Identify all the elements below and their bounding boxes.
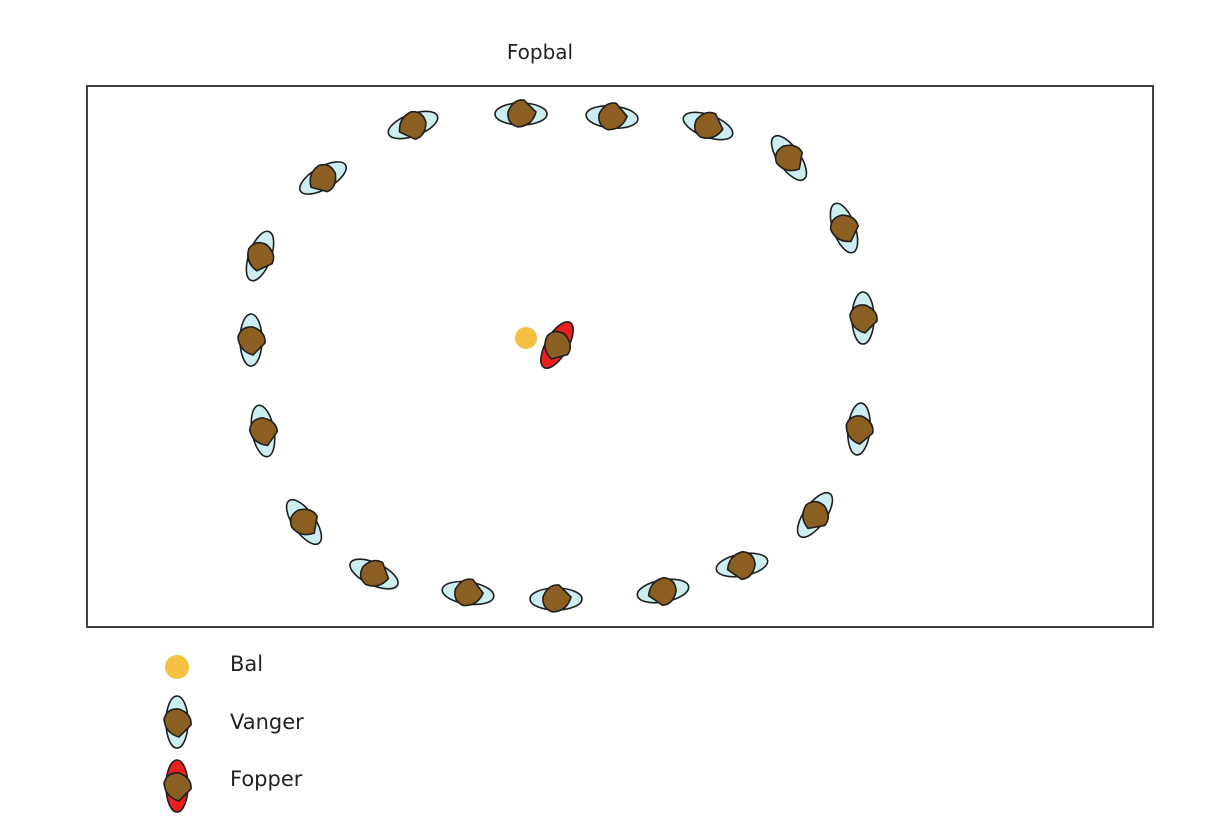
catcher-5 bbox=[829, 202, 860, 254]
catcher-1 bbox=[494, 99, 548, 128]
ball bbox=[515, 327, 537, 349]
catcher-11 bbox=[529, 584, 583, 613]
diagram-title: Fopbal bbox=[506, 40, 574, 64]
catcher-icon bbox=[163, 695, 192, 749]
catcher-15 bbox=[248, 404, 279, 458]
fopper-icon bbox=[163, 759, 192, 813]
catcher-19 bbox=[387, 110, 439, 141]
catcher-9 bbox=[715, 550, 769, 581]
catcher-18 bbox=[299, 161, 347, 195]
catcher-16 bbox=[237, 313, 266, 367]
legend-label-ball: Bal bbox=[230, 652, 264, 676]
fopper bbox=[540, 321, 574, 369]
playing-field bbox=[86, 85, 1154, 628]
catcher-8 bbox=[796, 491, 834, 539]
catcher-10 bbox=[636, 576, 690, 607]
catcher-12 bbox=[441, 578, 495, 607]
catcher-6 bbox=[849, 291, 878, 345]
legend-label-catcher: Vanger bbox=[230, 710, 304, 734]
catcher-14 bbox=[285, 498, 323, 546]
catcher-7 bbox=[845, 402, 874, 456]
catcher-13 bbox=[349, 558, 399, 590]
ball-icon bbox=[165, 655, 189, 679]
catcher-2 bbox=[585, 102, 639, 131]
catcher-17 bbox=[245, 230, 275, 282]
legend-label-fopper: Fopper bbox=[230, 767, 303, 791]
catcher-4 bbox=[770, 134, 808, 182]
catcher-3 bbox=[682, 111, 734, 141]
